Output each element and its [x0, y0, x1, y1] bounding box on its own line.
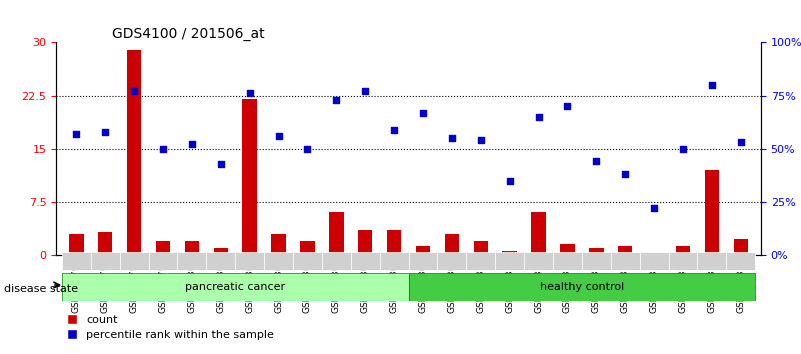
Point [561, 103, 574, 109]
FancyBboxPatch shape [119, 252, 148, 270]
Bar [618, 246, 633, 255]
Bar [155, 241, 170, 255]
FancyBboxPatch shape [322, 252, 351, 270]
Bar [416, 246, 430, 255]
Point [590, 159, 602, 164]
Point [330, 97, 343, 103]
Bar [358, 230, 372, 255]
Bar [69, 234, 83, 255]
Text: disease state: disease state [4, 284, 78, 293]
FancyBboxPatch shape [640, 252, 669, 270]
Legend: count, percentile rank within the sample: count, percentile rank within the sample [62, 310, 279, 345]
Bar [214, 248, 228, 255]
Point [677, 146, 690, 152]
FancyBboxPatch shape [62, 273, 409, 301]
Bar [127, 50, 141, 255]
Bar [445, 234, 459, 255]
FancyBboxPatch shape [351, 252, 380, 270]
FancyBboxPatch shape [380, 252, 409, 270]
FancyBboxPatch shape [727, 252, 755, 270]
Bar [589, 248, 603, 255]
Point [99, 129, 111, 135]
Point [618, 171, 631, 177]
Point [215, 161, 227, 166]
Point [156, 146, 169, 152]
Point [474, 137, 487, 143]
Bar [531, 212, 545, 255]
Point [388, 127, 400, 132]
FancyBboxPatch shape [235, 252, 264, 270]
FancyBboxPatch shape [91, 252, 119, 270]
Point [244, 91, 256, 96]
FancyBboxPatch shape [264, 252, 293, 270]
FancyBboxPatch shape [62, 252, 91, 270]
FancyBboxPatch shape [409, 273, 755, 301]
Bar [734, 239, 748, 255]
FancyBboxPatch shape [698, 252, 727, 270]
Bar [502, 251, 517, 255]
Bar [329, 212, 344, 255]
Bar [184, 241, 199, 255]
Bar [473, 241, 488, 255]
FancyBboxPatch shape [524, 252, 553, 270]
FancyBboxPatch shape [495, 252, 524, 270]
Point [648, 205, 661, 211]
Bar [705, 170, 719, 255]
FancyBboxPatch shape [207, 252, 235, 270]
Bar [98, 232, 112, 255]
Bar [647, 253, 662, 255]
Point [301, 146, 314, 152]
Point [532, 114, 545, 120]
Point [186, 142, 199, 147]
Point [417, 110, 429, 115]
Bar [560, 244, 574, 255]
Bar [300, 241, 315, 255]
Bar [387, 230, 401, 255]
Point [445, 135, 458, 141]
Point [359, 88, 372, 94]
Point [503, 178, 516, 183]
FancyBboxPatch shape [466, 252, 495, 270]
FancyBboxPatch shape [669, 252, 698, 270]
Point [70, 131, 83, 137]
Text: pancreatic cancer: pancreatic cancer [185, 282, 285, 292]
FancyBboxPatch shape [437, 252, 466, 270]
FancyBboxPatch shape [293, 252, 322, 270]
FancyBboxPatch shape [610, 252, 640, 270]
FancyBboxPatch shape [553, 252, 582, 270]
Point [272, 133, 285, 139]
Text: GDS4100 / 201506_at: GDS4100 / 201506_at [112, 27, 265, 41]
FancyBboxPatch shape [148, 252, 177, 270]
FancyBboxPatch shape [177, 252, 207, 270]
Text: healthy control: healthy control [540, 282, 624, 292]
FancyBboxPatch shape [409, 252, 437, 270]
Point [127, 88, 140, 94]
Bar [676, 246, 690, 255]
Point [735, 139, 747, 145]
FancyBboxPatch shape [582, 252, 610, 270]
Bar [272, 234, 286, 255]
Point [706, 82, 718, 88]
Bar [243, 99, 257, 255]
